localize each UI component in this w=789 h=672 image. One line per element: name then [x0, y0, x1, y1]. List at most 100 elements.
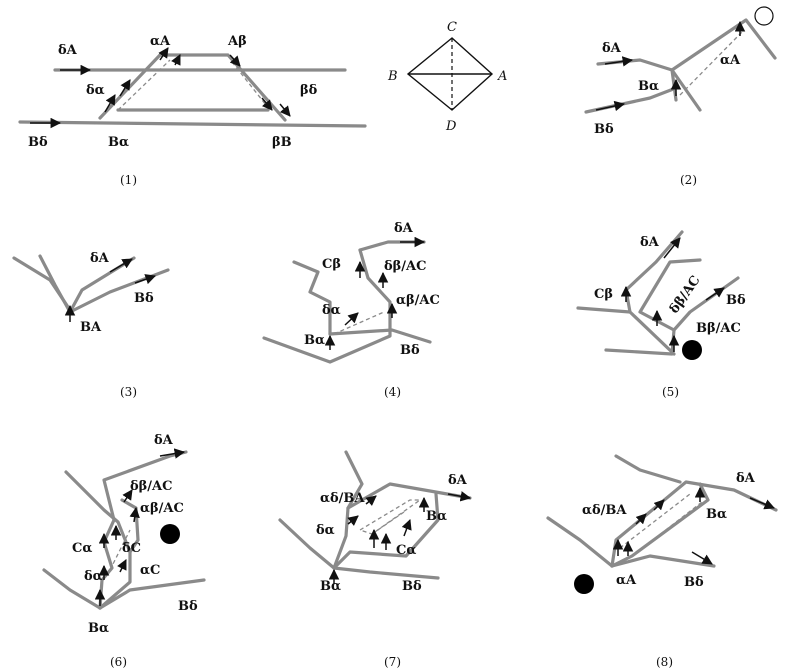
wire — [42, 568, 102, 610]
dashed-link — [631, 501, 703, 557]
wire — [292, 260, 332, 336]
caption: (4) — [384, 385, 401, 399]
label-Ba: Bα — [706, 507, 727, 522]
wire — [12, 256, 72, 312]
wire — [64, 470, 132, 554]
label-BA: BA — [80, 320, 102, 335]
wire — [332, 492, 440, 570]
caption: (3) — [120, 385, 137, 399]
label-dA: δA — [736, 471, 756, 486]
panel-3: δA Bδ BA (3) — [12, 251, 170, 399]
label-Ca: Cα — [72, 541, 92, 556]
vertex-A: A — [497, 69, 507, 84]
vertex-C: C — [447, 20, 457, 35]
panel-4: δA Cβ δβ/AC αβ/AC δα Bα Bδ (4) — [262, 221, 440, 399]
label-aA: αA — [150, 34, 171, 49]
open-circle-marker — [754, 6, 774, 26]
vertex-D: D — [445, 119, 457, 134]
panel-1: δA αA Aβ δα βδ Bδ Bα βB (1) — [18, 34, 367, 187]
wire — [98, 578, 206, 610]
filled-circle-marker — [682, 340, 702, 360]
label-dC: δC — [122, 541, 141, 556]
filled-circle-marker — [574, 574, 594, 594]
filled-circle-marker — [160, 524, 180, 544]
wire — [332, 482, 472, 570]
caption: (1) — [120, 173, 137, 187]
label-da: δα — [322, 303, 341, 318]
label-dA: δA — [154, 433, 174, 448]
label-Bd: Bδ — [28, 135, 48, 150]
label-BbAC: Bβ/AC — [696, 321, 741, 336]
tetrahedron-key: C B A D — [387, 20, 507, 134]
label-dbAC: δβ/AC — [130, 479, 173, 494]
dashed-link — [333, 311, 385, 335]
wire — [610, 554, 716, 568]
label-abAC: αβ/AC — [140, 501, 184, 516]
label-Bd: Bδ — [726, 293, 746, 308]
label-Bd: Bδ — [594, 122, 614, 137]
label-dA: δA — [602, 41, 622, 56]
dashed-link — [679, 31, 743, 96]
caption: (7) — [384, 655, 401, 669]
label-da: δα — [316, 523, 335, 538]
label-Ba-right: Bα — [426, 509, 447, 524]
wire — [596, 58, 674, 72]
wire — [546, 516, 614, 568]
label-Ca: Cα — [396, 543, 416, 558]
vertex-B: B — [387, 69, 398, 84]
label-Bd: Bδ — [400, 343, 420, 358]
label-da: δα — [84, 569, 103, 584]
label-Bd: Bδ — [178, 599, 198, 614]
dashed-link — [619, 493, 691, 549]
label-da: δα — [86, 83, 105, 98]
label-Cb: Cβ — [322, 257, 341, 272]
panel-7: αδ/BA δA δα Bα Cα Bα Bδ (7) — [278, 450, 472, 669]
label-dA: δA — [394, 221, 414, 236]
label-bB: βB — [272, 135, 292, 150]
panel-8: αδ/BA δA Bα αA Bδ (8) — [546, 454, 778, 669]
label-dA: δA — [58, 43, 78, 58]
label-Ba: Bα — [108, 135, 129, 150]
label-aC: αC — [140, 563, 160, 578]
panel-6: δA δβ/AC αβ/AC Cα δC δα αC Bα Bδ (6) — [42, 433, 206, 669]
wire — [328, 328, 432, 344]
label-Ab: Aβ — [227, 34, 247, 49]
wire — [18, 120, 367, 128]
label-Cb: Cβ — [594, 287, 613, 302]
dashed-link — [109, 529, 131, 571]
wire — [98, 498, 140, 610]
caption: (6) — [110, 655, 127, 669]
label-Ba: Bα — [304, 333, 325, 348]
wire — [278, 518, 336, 570]
caption: (8) — [656, 655, 673, 669]
wire — [38, 254, 72, 314]
label-dA: δA — [640, 235, 660, 250]
wire — [584, 86, 678, 114]
label-aA: αA — [720, 53, 741, 68]
label-bd: βδ — [300, 83, 318, 98]
panel-5: δA Cβ δβ/AC Bδ Bβ/AC (5) — [576, 230, 746, 399]
label-adBA: αδ/BA — [582, 503, 627, 518]
label-Ba: Bα — [320, 579, 341, 594]
label-adBA: αδ/BA — [320, 491, 365, 506]
dashed-link — [117, 59, 171, 111]
caption: (5) — [662, 385, 679, 399]
wire — [614, 454, 682, 484]
wire — [332, 566, 440, 580]
label-Bd: Bδ — [402, 579, 422, 594]
wire — [262, 248, 392, 364]
label-dbAC: δβ/AC — [667, 273, 704, 316]
label-dbAC: δβ/AC — [384, 259, 427, 274]
wire — [670, 68, 702, 112]
label-Bd: Bδ — [134, 291, 154, 306]
label-dA: δA — [90, 251, 110, 266]
wire — [344, 450, 364, 510]
label-dA: δA — [448, 473, 468, 488]
wire — [628, 310, 676, 356]
caption: (2) — [680, 173, 697, 187]
dashed-link — [358, 499, 423, 535]
panel-2: δA Bα αA Bδ (2) — [584, 6, 777, 187]
label-Ba: Bα — [638, 79, 659, 94]
label-abAC: αβ/AC — [396, 293, 440, 308]
